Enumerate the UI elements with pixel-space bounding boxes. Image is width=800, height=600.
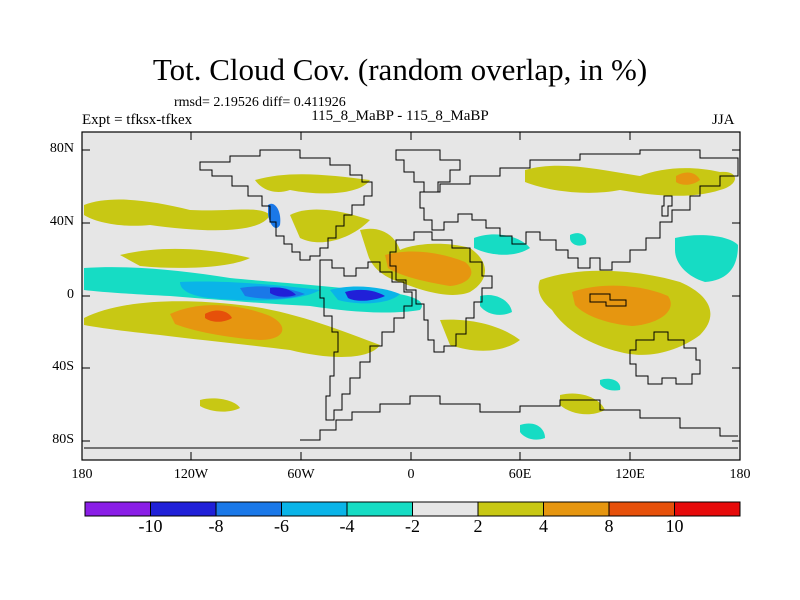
colorbar-box	[543, 501, 610, 517]
orange-anomaly-region	[676, 172, 700, 185]
orange-anomaly-region	[385, 251, 472, 286]
red-anomaly-region	[205, 310, 232, 322]
positive-anomaly-region	[290, 209, 370, 243]
coastline-south-america	[319, 259, 413, 421]
colorbar-label: 8	[604, 516, 614, 536]
colorbar-box	[608, 501, 675, 517]
coastline-eurasia	[419, 149, 739, 271]
negative-anomaly-region	[520, 423, 545, 440]
colorbar-label: 2	[473, 516, 483, 536]
plot-title: Tot. Cloud Cov. (random overlap, in %)	[152, 52, 648, 87]
colorbar-label: 10	[665, 516, 684, 536]
negative-anomaly-region	[600, 378, 621, 391]
positive-anomaly-region	[120, 248, 250, 268]
axis-ticks	[81, 132, 741, 460]
positive-anomaly-region	[200, 398, 240, 412]
colorbar-label: -2	[405, 516, 420, 536]
lon-label: 60E	[508, 467, 532, 482]
colorbar-box	[150, 501, 217, 517]
case-label: 115_8_MaBP - 115_8_MaBP	[311, 108, 489, 124]
coastline-australia	[629, 331, 701, 385]
lon-label: 120W	[173, 467, 209, 482]
negative-anomaly-region	[345, 289, 385, 301]
season-label: JJA	[712, 112, 735, 128]
lat-label: 40S	[52, 359, 74, 374]
positive-anomaly-region	[440, 319, 520, 351]
colorbar-box	[477, 501, 544, 517]
colorbar-box	[674, 501, 741, 517]
coastlines	[84, 149, 739, 449]
lat-label: 0	[67, 287, 74, 302]
coastline-antarctica	[300, 395, 738, 441]
anomaly-shading	[84, 165, 738, 440]
negative-anomaly-region	[270, 287, 296, 297]
coastline-indonesia	[589, 293, 627, 307]
colorbar-label: 4	[539, 516, 548, 536]
negative-anomaly-region	[474, 234, 530, 255]
negative-anomaly-region	[675, 235, 738, 282]
colorbar-label: -10	[138, 516, 163, 536]
colorbar-label: -6	[274, 516, 289, 536]
lon-label: 180	[71, 467, 93, 482]
positive-anomaly-region	[255, 174, 370, 194]
positive-anomaly-region	[560, 393, 605, 415]
colorbar-box	[281, 501, 348, 517]
colorbar-box	[346, 501, 413, 517]
lon-label: 120E	[615, 467, 645, 482]
lon-label: 0	[407, 467, 415, 482]
negative-anomaly-region	[480, 294, 512, 315]
colorbar-box	[84, 501, 151, 517]
lon-label: 60W	[287, 467, 315, 482]
coastline-japan	[661, 195, 673, 217]
positive-anomaly-region	[84, 199, 270, 231]
colorbar-label: -8	[208, 516, 224, 536]
lat-label: 80N	[49, 141, 74, 156]
coastline-north-america	[199, 149, 373, 261]
negative-anomaly-region	[570, 233, 587, 246]
colorbar-label: -4	[339, 516, 355, 536]
stats-label: rmsd= 2.19526 diff= 0.411926	[174, 95, 346, 110]
colorbar-box	[215, 501, 282, 517]
experiment-label: Expt = tfksx-tfkex	[82, 112, 193, 128]
orange-anomaly-region	[170, 305, 283, 340]
lat-label: 80S	[52, 432, 74, 447]
lat-label: 40N	[49, 214, 74, 229]
lon-label: 180	[729, 467, 751, 482]
colorbar-box	[412, 501, 479, 517]
coastline-africa	[389, 231, 493, 353]
colorbar	[84, 501, 741, 517]
